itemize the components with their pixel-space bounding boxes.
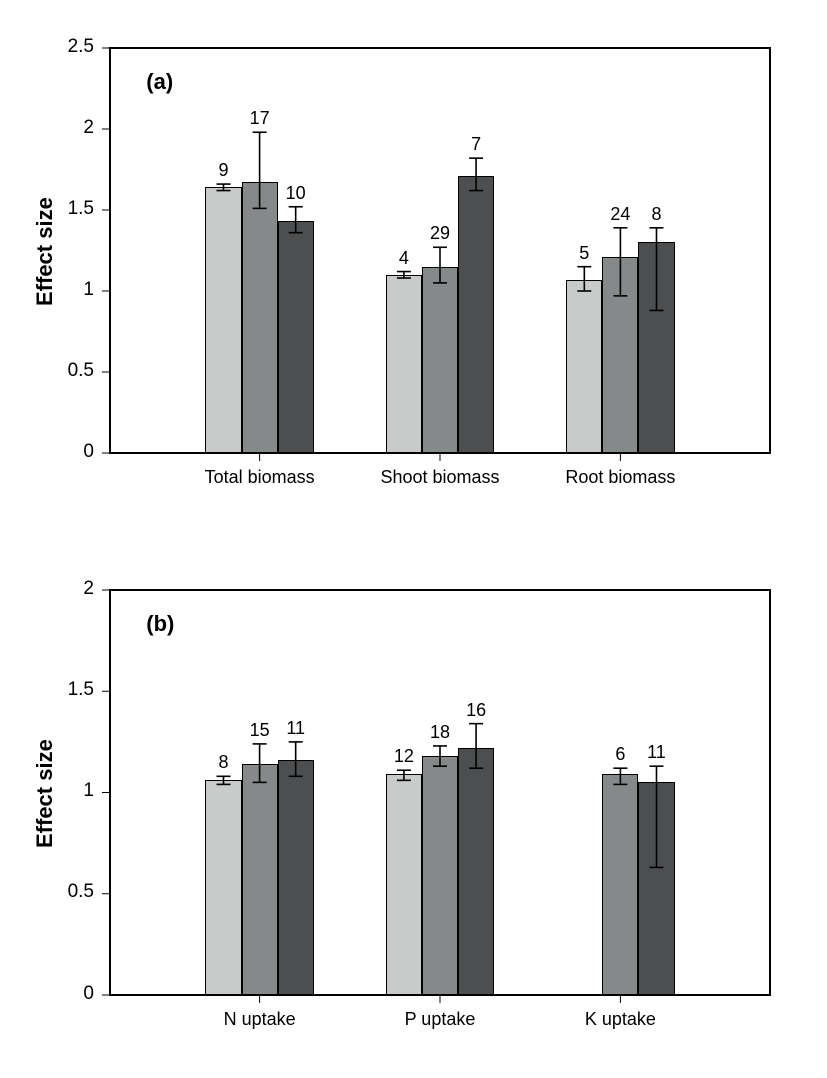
ytick-label: 0.5 (42, 360, 94, 382)
bar (422, 267, 458, 453)
panel-tag-b: (b) (146, 611, 174, 637)
bar (205, 780, 241, 995)
bar-n-label: 11 (266, 718, 326, 739)
bar-n-label: 29 (410, 223, 470, 244)
plot-area-a (110, 48, 770, 453)
y-axis-label: Effect size (32, 197, 58, 306)
bar (205, 187, 241, 453)
category-label: Root biomass (500, 467, 740, 488)
bar-n-label: 17 (230, 108, 290, 129)
bar-n-label: 16 (446, 700, 506, 721)
bar (278, 760, 314, 995)
bar (602, 774, 638, 995)
panel-tag-a: (a) (146, 69, 173, 95)
ytick-label: 0 (42, 983, 94, 1005)
ytick-label: 0 (42, 441, 94, 463)
ytick-label: 2.5 (42, 36, 94, 58)
bar-n-label: 12 (374, 746, 434, 767)
bar-n-label: 5 (554, 243, 614, 264)
bar (458, 176, 494, 453)
panel-a: 00.511.522.5Effect size(a)Total biomass9… (0, 18, 827, 528)
bar (458, 748, 494, 995)
bar-n-label: 8 (626, 204, 686, 225)
bar (422, 756, 458, 995)
ytick-label: 0.5 (42, 881, 94, 903)
bar (638, 782, 674, 995)
bar (386, 275, 422, 453)
bar-n-label: 7 (446, 134, 506, 155)
bar-n-label: 10 (266, 183, 326, 204)
plot-area-b (110, 590, 770, 995)
bar-n-label: 18 (410, 722, 470, 743)
ytick-label: 1.5 (42, 679, 94, 701)
bar-n-label: 8 (194, 752, 254, 773)
y-axis-label: Effect size (32, 739, 58, 848)
bar (602, 257, 638, 453)
category-label: K uptake (500, 1009, 740, 1030)
bar-n-label: 11 (626, 742, 686, 763)
ytick-label: 2 (42, 578, 94, 600)
figure-stage: 00.511.522.5Effect size(a)Total biomass9… (0, 0, 827, 1078)
bar (242, 764, 278, 995)
ytick-label: 2 (42, 117, 94, 139)
bar (278, 221, 314, 453)
bar-n-label: 9 (194, 160, 254, 181)
bar (566, 280, 602, 453)
bar (386, 774, 422, 995)
bar (638, 242, 674, 453)
panel-b: 00.511.52Effect size(b)N uptake81511P up… (0, 560, 827, 1070)
bar-n-label: 4 (374, 248, 434, 269)
bar (242, 182, 278, 453)
